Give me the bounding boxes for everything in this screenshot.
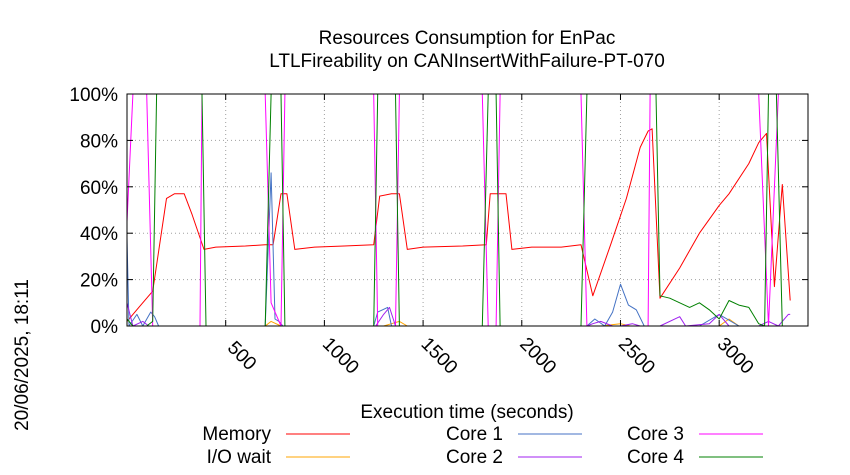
y-tick-label: 100%: [69, 85, 118, 106]
series-line-i-o-wait: [127, 318, 791, 327]
y-tick-label: 0%: [91, 317, 119, 338]
legend-label-core-4: Core 4: [627, 447, 684, 468]
grid-layer: [127, 94, 808, 326]
x-tick-label: 500: [223, 337, 260, 374]
chart-subtitle: LTLFireability on CANInsertWithFailure-P…: [269, 51, 665, 72]
y-tick-label: 80%: [80, 131, 118, 152]
x-tick-label: 1500: [417, 334, 462, 379]
legend-label-memory: Memory: [202, 424, 271, 445]
y-tick-label: 60%: [80, 178, 118, 199]
x-tick-label: 3000: [713, 334, 758, 379]
legend-label-core-1: Core 1: [446, 424, 503, 445]
x-tick-label: 2500: [614, 334, 659, 379]
legend-label-core-2: Core 2: [446, 447, 503, 468]
series-line-memory: [126, 128, 791, 322]
series-line-core-3: [126, 93, 791, 327]
legend-label-i-o-wait: I/O wait: [207, 447, 272, 468]
series-layer: [126, 93, 791, 327]
x-tick-label: 1000: [318, 334, 363, 379]
y-tick-label: 20%: [80, 271, 118, 292]
series-line-core-4: [126, 93, 791, 327]
chart-title: Resources Consumption for EnPac: [319, 28, 616, 49]
x-tick-label: 2000: [515, 334, 560, 379]
legend-label-core-3: Core 3: [627, 424, 684, 445]
plot-frame: [126, 93, 809, 327]
series-line-core-2: [126, 302, 791, 327]
axis-layer: 0% 20% 40% 60% 80% 100% 500 1000 1500 2000 2500 300…: [69, 85, 808, 378]
timestamp-label: 20/06/2025, 18:11: [12, 279, 33, 431]
y-tick-label: 40%: [80, 224, 118, 245]
x-axis-label: Execution time (seconds): [360, 402, 573, 423]
